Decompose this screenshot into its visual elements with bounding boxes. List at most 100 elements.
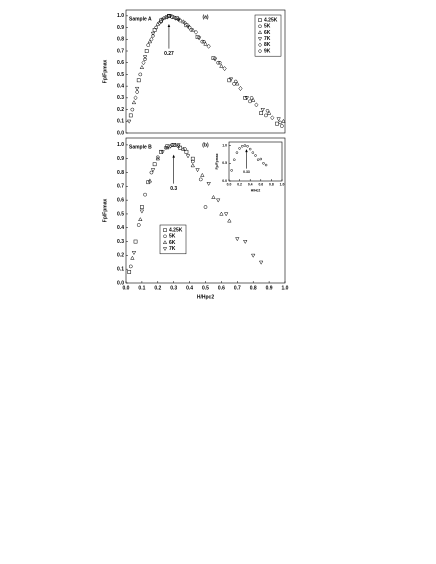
- marker: [249, 96, 254, 100]
- annotation-text: 0.27: [164, 51, 174, 57]
- marker: [159, 20, 163, 24]
- x-axis-label: H/Hpc2: [197, 294, 214, 300]
- marker: [173, 142, 178, 147]
- legend-label: 4.25K: [264, 17, 278, 23]
- marker: [254, 154, 257, 157]
- marker: [152, 28, 157, 32]
- marker: [126, 119, 132, 124]
- marker: [212, 57, 218, 62]
- y-tick-label: 0.1: [117, 119, 124, 125]
- marker: [275, 121, 279, 126]
- inset-background: [229, 142, 282, 181]
- marker: [163, 145, 168, 150]
- y-tick-label: 0.4: [117, 225, 124, 231]
- marker: [257, 30, 263, 34]
- marker: [133, 239, 138, 244]
- marker: [228, 77, 234, 82]
- marker: [241, 145, 244, 148]
- legend-label: 6K: [169, 240, 176, 246]
- marker: [193, 29, 199, 35]
- marker: [147, 39, 153, 44]
- legend-label: 6K: [264, 30, 271, 36]
- marker: [154, 25, 159, 30]
- marker: [176, 17, 181, 22]
- x-tick-label: 0.0: [123, 285, 130, 291]
- y-tick-label: 0.0: [222, 179, 227, 183]
- marker: [189, 28, 194, 32]
- x-tick-label: 0.8: [250, 285, 257, 291]
- x-tick-label: 1.0: [280, 182, 285, 186]
- marker: [143, 57, 147, 61]
- y-tick-label: 1.0: [117, 142, 124, 148]
- marker: [187, 25, 192, 30]
- y-tick-label: 0.2: [117, 253, 124, 259]
- marker: [227, 218, 232, 223]
- marker: [233, 158, 236, 161]
- y-tick-label: 0.7: [117, 48, 124, 54]
- marker: [163, 228, 167, 232]
- marker: [233, 79, 238, 84]
- marker: [200, 172, 205, 177]
- marker: [134, 86, 140, 91]
- marker: [151, 34, 155, 38]
- arrow-head: [245, 149, 248, 153]
- marker: [150, 31, 156, 36]
- x-tick-label: 0.3: [170, 285, 177, 291]
- marker: [281, 118, 286, 123]
- y-axis-label: Fp/Fpmax: [102, 198, 108, 222]
- marker: [243, 144, 247, 147]
- marker: [155, 156, 160, 161]
- marker: [130, 107, 135, 112]
- marker: [143, 192, 147, 197]
- panel-label: (a): [202, 14, 208, 20]
- marker: [202, 39, 206, 44]
- marker: [167, 14, 171, 18]
- legend-box: [254, 14, 282, 57]
- y-tick-label: 0.3: [117, 95, 124, 101]
- marker: [140, 205, 144, 209]
- marker: [235, 237, 240, 242]
- marker: [155, 21, 160, 26]
- y-tick-label: 0.9: [117, 156, 124, 162]
- marker: [163, 234, 167, 239]
- marker: [251, 97, 256, 102]
- marker: [243, 240, 248, 245]
- legend-label: 8K: [264, 42, 271, 48]
- legend-label: 5K: [264, 24, 271, 30]
- marker: [131, 251, 137, 256]
- marker: [138, 217, 143, 222]
- y-tick-label: 0.9: [117, 25, 124, 31]
- marker: [230, 169, 233, 172]
- marker: [244, 96, 250, 101]
- x-tick-label: 0.2: [154, 285, 161, 291]
- x-tick-label: 0.4: [186, 285, 193, 291]
- marker: [173, 15, 178, 21]
- marker: [165, 145, 170, 150]
- arrow-head: [167, 24, 171, 28]
- marker: [256, 158, 260, 161]
- marker: [168, 144, 173, 149]
- marker: [216, 198, 221, 203]
- marker: [147, 178, 153, 183]
- marker: [170, 15, 174, 19]
- marker: [157, 20, 162, 26]
- marker: [258, 42, 262, 48]
- marker: [159, 149, 163, 154]
- y-tick-label: 0.8: [117, 37, 124, 43]
- marker: [149, 36, 154, 42]
- marker: [211, 194, 216, 199]
- marker: [235, 151, 239, 154]
- marker: [265, 109, 270, 113]
- legend-label: 9K: [264, 48, 271, 54]
- marker: [128, 264, 133, 269]
- marker: [127, 270, 132, 274]
- marker: [222, 66, 227, 72]
- marker: [196, 36, 202, 41]
- marker: [149, 170, 154, 175]
- marker: [142, 55, 148, 60]
- y-tick-label: 0.5: [117, 211, 124, 217]
- x-tick-label: 0.1: [138, 285, 145, 291]
- panel-label: (b): [202, 142, 209, 148]
- y-axis-label: Fp/Fpmax: [215, 153, 219, 169]
